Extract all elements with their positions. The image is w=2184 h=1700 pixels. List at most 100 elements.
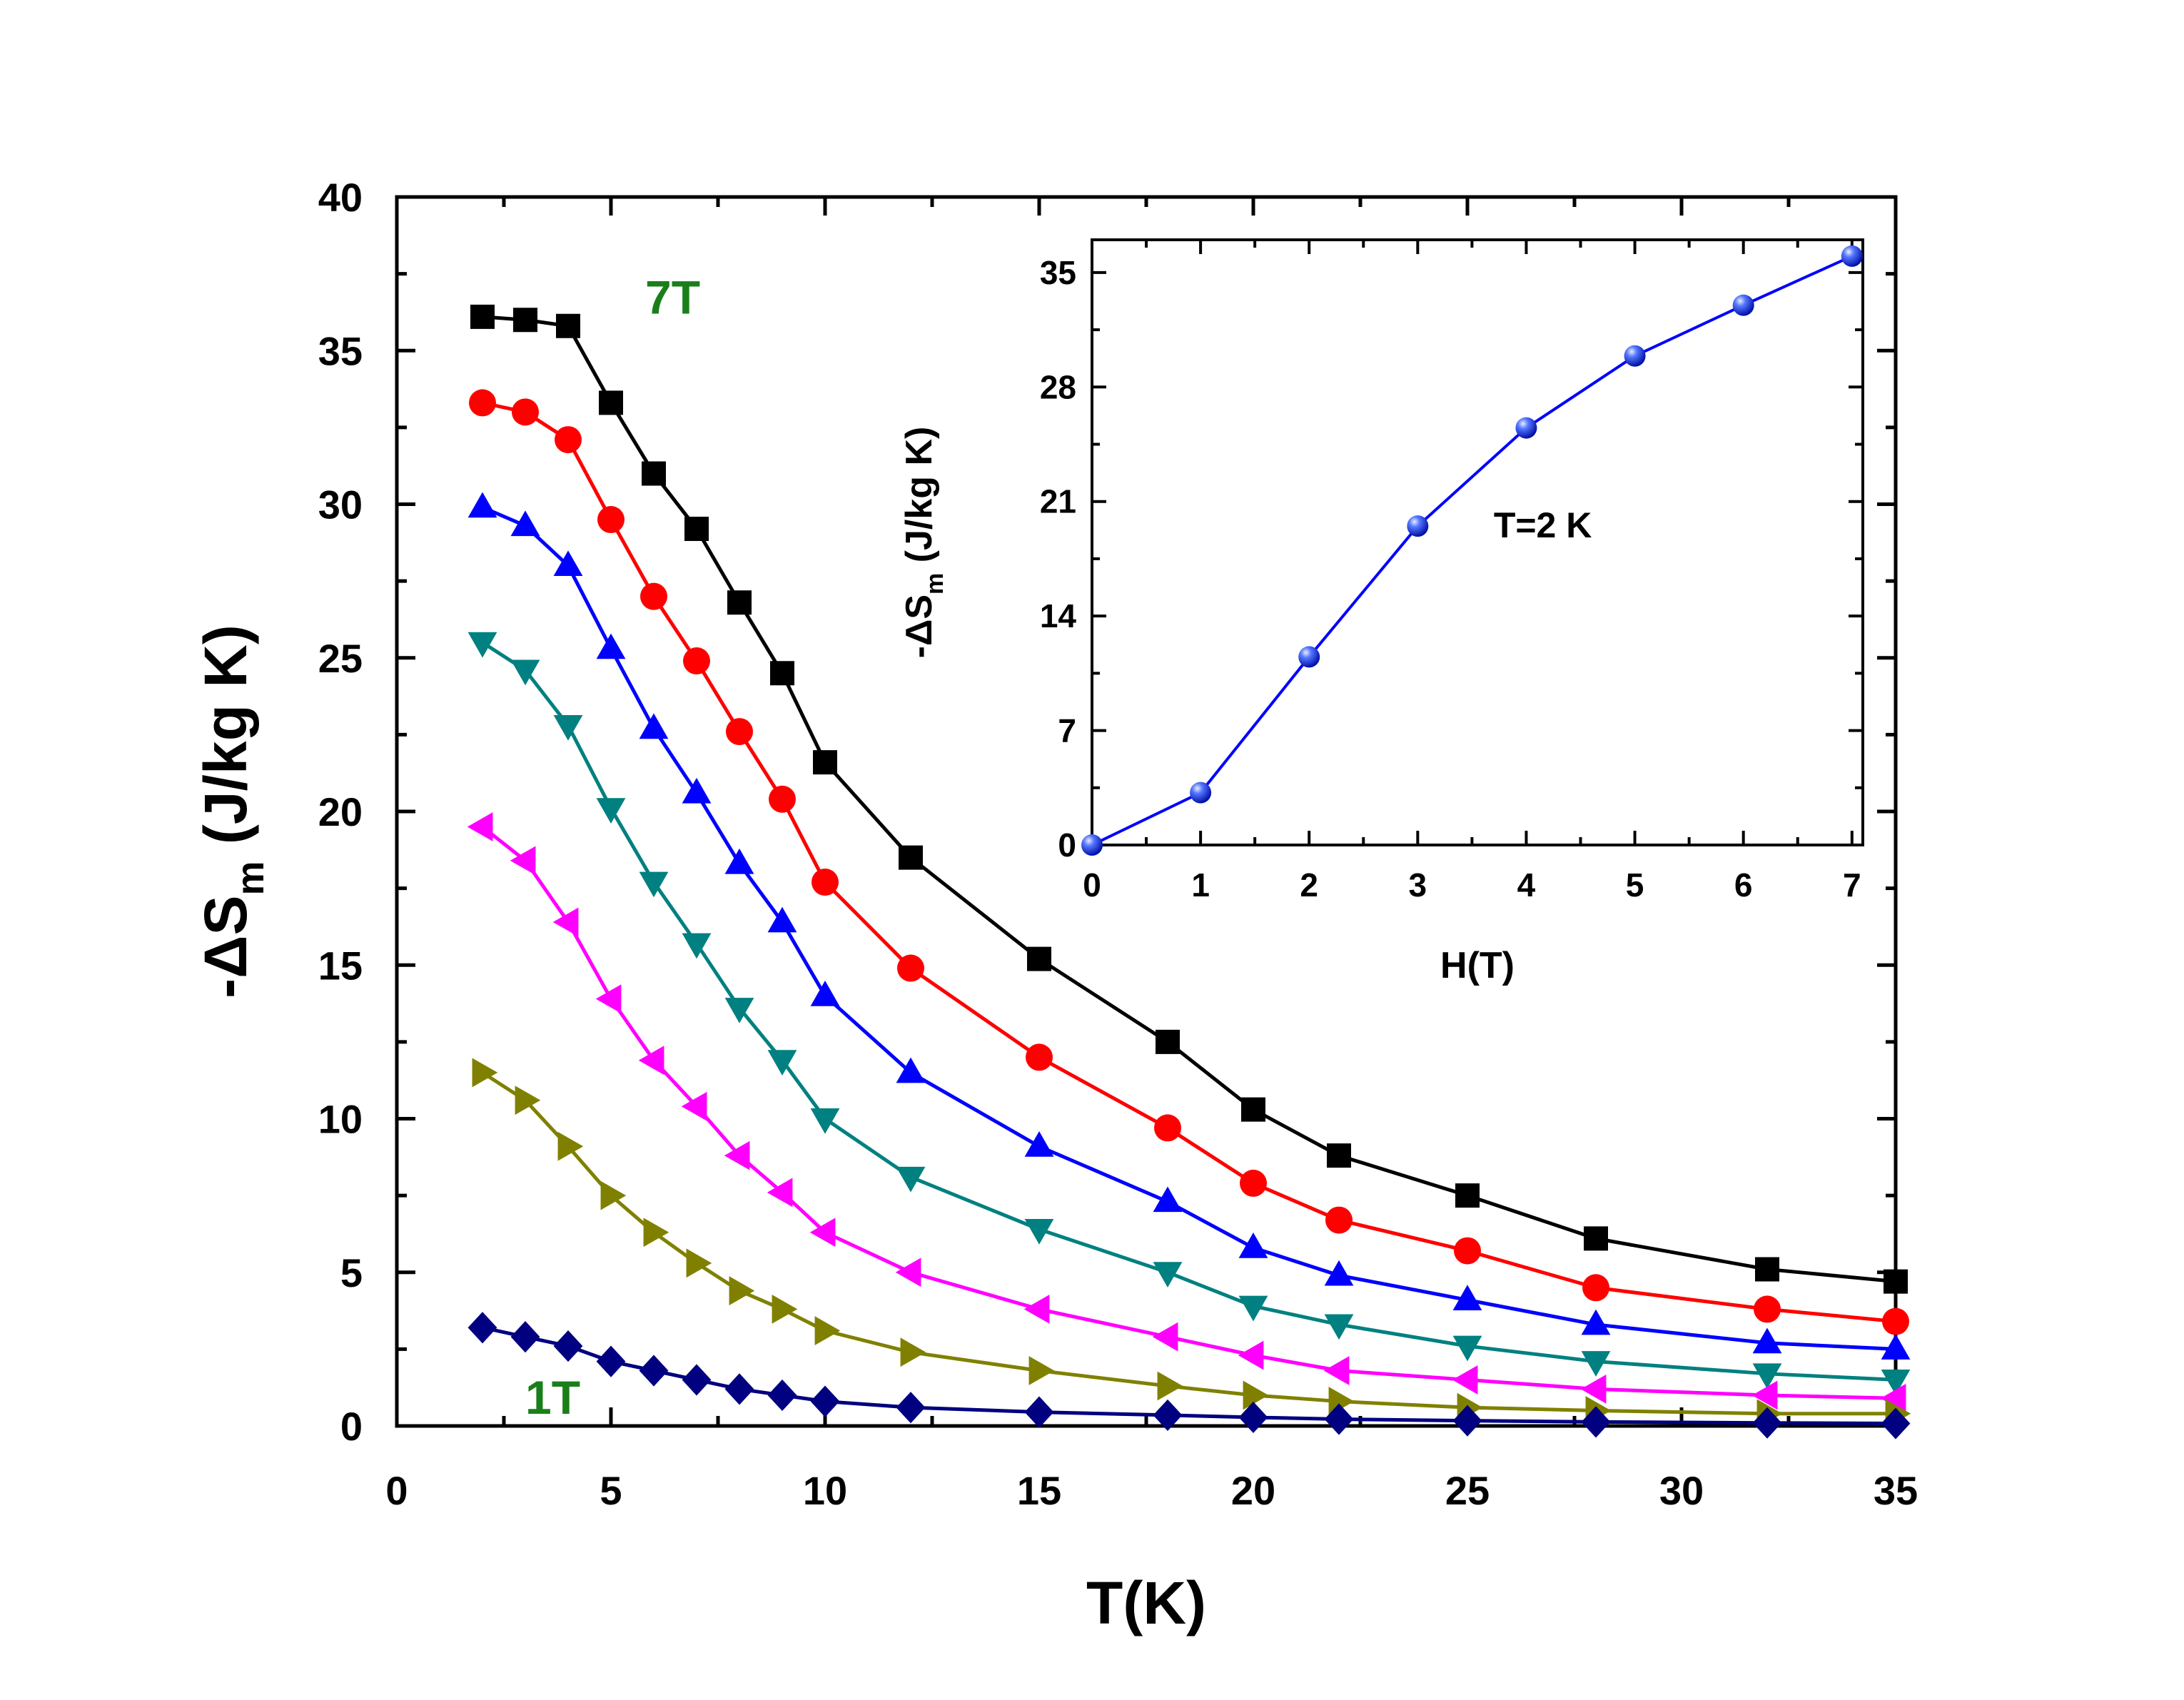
inset-data-point: [1624, 345, 1646, 367]
series-line-7T: [482, 315, 1896, 1284]
main-x-axis-title: T(K): [1086, 1569, 1206, 1636]
inset-y-axis-title-subscript: m: [921, 573, 949, 595]
data-point-2T: [515, 1086, 541, 1115]
inset-y-tick-label: 21: [1040, 483, 1076, 520]
data-point-6T: [1582, 1274, 1609, 1302]
data-point-4T: [1581, 1351, 1611, 1377]
data-point-2T: [900, 1337, 926, 1367]
data-point-1T: [682, 1364, 712, 1396]
data-point-7T: [642, 461, 666, 486]
inset-x-tick-label: 6: [1734, 866, 1753, 904]
data-point-3T: [1452, 1365, 1478, 1395]
inset-x-axis-title: H(T): [1440, 945, 1515, 986]
data-point-4T: [1752, 1363, 1782, 1390]
inset-y-axis-title-suffix: (J/kg K): [899, 427, 940, 573]
data-point-4T: [767, 1050, 797, 1076]
data-point-6T: [897, 954, 924, 982]
inset-axis-ticks: [1091, 240, 1863, 846]
data-point-7T: [1156, 1029, 1180, 1054]
series-1T: [467, 1312, 1911, 1440]
data-point-3T: [638, 1046, 664, 1076]
series-5T: [467, 492, 1911, 1360]
data-point-1T: [1153, 1399, 1183, 1432]
data-point-2T: [643, 1218, 669, 1248]
data-point-1T: [596, 1345, 626, 1377]
inset-y-tick-label: 28: [1040, 368, 1076, 405]
inset-series-line: [1091, 255, 1853, 846]
data-point-7T: [470, 304, 495, 329]
data-point-3T: [895, 1258, 921, 1287]
data-point-7T: [1755, 1257, 1779, 1282]
inset-data-point: [1081, 834, 1103, 856]
data-point-4T: [1452, 1335, 1482, 1362]
data-point-5T: [682, 777, 712, 804]
main-series: [467, 304, 1911, 1440]
data-point-1T: [724, 1373, 754, 1405]
series-7T: [470, 304, 1908, 1294]
data-point-7T: [513, 308, 537, 333]
data-point-4T: [510, 659, 540, 686]
data-point-6T: [1240, 1169, 1267, 1197]
data-point-5T: [639, 713, 669, 739]
main-y-tick-label: 20: [318, 789, 363, 834]
inset-y-tick-label: 7: [1058, 712, 1076, 749]
data-point-5T: [724, 848, 754, 874]
data-point-6T: [640, 582, 667, 610]
series-6T: [469, 389, 1909, 1335]
series-2T: [472, 1058, 1911, 1429]
data-point-6T: [1454, 1237, 1481, 1265]
main-y-axis-title-subscript: m: [229, 861, 272, 895]
data-point-5T: [596, 633, 626, 659]
data-point-6T: [1154, 1114, 1181, 1142]
inset-data-point: [1515, 417, 1537, 439]
data-point-4T: [724, 998, 754, 1023]
data-point-2T: [600, 1180, 627, 1210]
main-y-tick-label: 40: [318, 175, 363, 220]
inset-x-tick-label: 3: [1409, 866, 1427, 904]
data-point-3T: [510, 846, 536, 876]
data-point-6T: [1325, 1206, 1353, 1234]
data-point-1T: [1752, 1407, 1782, 1439]
main-y-axis-title-prefix: -ΔS: [192, 896, 259, 998]
main-annotations: 7T 1T: [525, 271, 700, 1424]
inset-y-tick-label: 14: [1040, 597, 1077, 634]
data-point-6T: [469, 389, 496, 417]
main-x-tick-label: 30: [1659, 1468, 1704, 1513]
data-point-2T: [729, 1276, 755, 1305]
data-point-3T: [1023, 1295, 1050, 1324]
data-point-4T: [682, 933, 712, 959]
data-point-6T: [683, 647, 710, 675]
inset-y-tick-label: 0: [1058, 826, 1076, 864]
data-point-4T: [1153, 1262, 1183, 1287]
data-point-1T: [1881, 1407, 1911, 1440]
data-point-1T: [896, 1392, 926, 1424]
data-point-7T: [899, 845, 923, 870]
inset-data-point: [1298, 646, 1320, 668]
series-3T: [467, 812, 1906, 1413]
data-point-1T: [1238, 1401, 1268, 1434]
data-point-6T: [812, 869, 839, 896]
data-point-3T: [1580, 1374, 1607, 1404]
data-point-5T: [467, 492, 497, 518]
inset-y-axis-title-prefix: -ΔS: [899, 595, 940, 658]
main-y-axis-title: -ΔSm (J/kg K): [192, 624, 272, 998]
series-annotation-1T: 1T: [525, 1371, 580, 1424]
data-point-7T: [684, 516, 709, 541]
data-point-1T: [467, 1312, 497, 1344]
data-point-6T: [726, 718, 753, 746]
data-point-3T: [467, 812, 493, 841]
main-y-tick-label: 10: [318, 1097, 363, 1142]
series-4T: [467, 632, 1911, 1395]
main-x-tick-label: 5: [600, 1468, 622, 1513]
data-point-2T: [1157, 1371, 1183, 1401]
inset-series-line-group: [1081, 245, 1863, 856]
main-x-tick-label: 20: [1231, 1468, 1275, 1513]
inset-x-tick-label: 7: [1843, 866, 1861, 904]
data-point-5T: [510, 510, 540, 537]
data-point-3T: [1880, 1383, 1906, 1413]
main-x-tick-label: 25: [1445, 1468, 1490, 1513]
inset-x-tick-label: 0: [1083, 866, 1101, 904]
main-y-tick-label: 25: [318, 636, 363, 681]
data-point-1T: [1024, 1396, 1054, 1428]
